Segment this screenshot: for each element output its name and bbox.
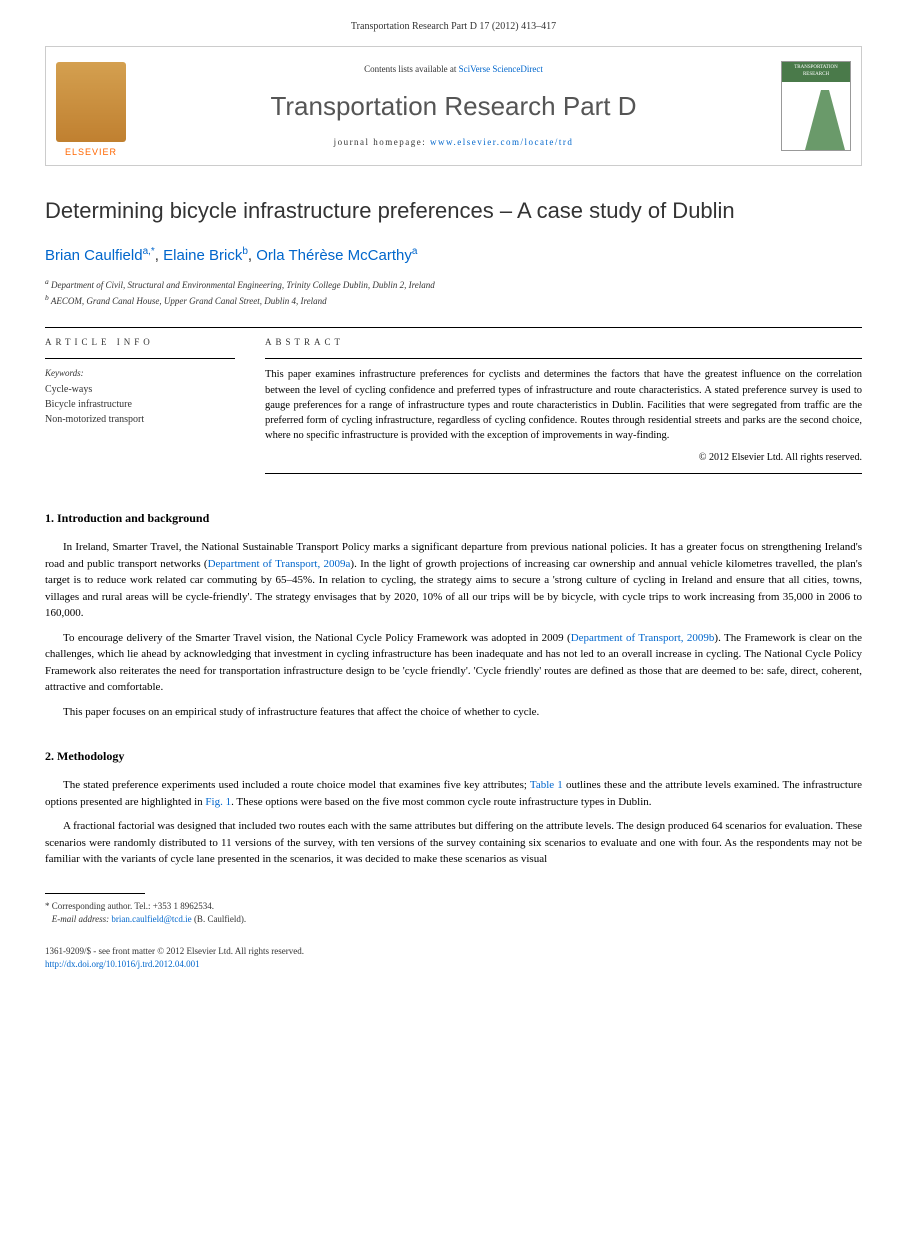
- email-link[interactable]: brian.caulfield@tcd.ie: [111, 914, 191, 924]
- citation-link[interactable]: Department of Transport, 2009a: [208, 558, 351, 570]
- cover-label: TRANSPORTATION RESEARCH: [782, 62, 850, 82]
- article-info-label: ARTICLE INFO: [45, 336, 235, 349]
- journal-title: Transportation Research Part D: [270, 88, 636, 124]
- article-info-column: ARTICLE INFO Keywords: Cycle-ways Bicycl…: [45, 336, 235, 483]
- divider: [265, 358, 862, 359]
- section-2-heading: 2. Methodology: [45, 748, 862, 765]
- s1-paragraph-3: This paper focuses on an empirical study…: [45, 704, 862, 721]
- abstract-column: ABSTRACT This paper examines infrastruct…: [265, 336, 862, 483]
- keywords-list: Cycle-ways Bicycle infrastructure Non-mo…: [45, 382, 235, 427]
- journal-banner: ELSEVIER Contents lists available at Sci…: [45, 46, 862, 166]
- divider: [45, 327, 862, 328]
- footnote-divider: [45, 893, 145, 894]
- abstract-text: This paper examines infrastructure prefe…: [265, 367, 862, 443]
- keyword: Bicycle infrastructure: [45, 397, 235, 412]
- corr-author-tel: * Corresponding author. Tel.: +353 1 896…: [45, 900, 862, 914]
- homepage-link[interactable]: www.elsevier.com/locate/trd: [430, 137, 573, 147]
- abstract-copyright: © 2012 Elsevier Ltd. All rights reserved…: [265, 451, 862, 465]
- author-marks: a: [412, 246, 418, 257]
- article-title: Determining bicycle infrastructure prefe…: [45, 196, 862, 227]
- homepage-line: journal homepage: www.elsevier.com/locat…: [334, 136, 574, 149]
- doi-link[interactable]: http://dx.doi.org/10.1016/j.trd.2012.04.…: [45, 959, 200, 969]
- bottom-info: 1361-9209/$ - see front matter © 2012 El…: [45, 945, 862, 972]
- issn-copyright-line: 1361-9209/$ - see front matter © 2012 El…: [45, 945, 862, 959]
- author-marks: b: [242, 246, 248, 257]
- affiliation-b: b AECOM, Grand Canal House, Upper Grand …: [45, 292, 862, 309]
- author-link[interactable]: Elaine Brick: [163, 247, 242, 264]
- divider: [265, 473, 862, 474]
- publisher-name: ELSEVIER: [65, 146, 117, 159]
- publisher-logo[interactable]: ELSEVIER: [46, 47, 136, 165]
- s2-paragraph-2: A fractional factorial was designed that…: [45, 818, 862, 868]
- author-marks: a,*: [143, 246, 155, 257]
- keywords-label: Keywords:: [45, 367, 235, 380]
- cover-thumbnail: TRANSPORTATION RESEARCH: [781, 61, 851, 151]
- info-abstract-row: ARTICLE INFO Keywords: Cycle-ways Bicycl…: [45, 336, 862, 483]
- abstract-label: ABSTRACT: [265, 336, 862, 349]
- authors-line: Brian Caulfielda,*, Elaine Brickb, Orla …: [45, 245, 862, 266]
- elsevier-tree-icon: [56, 62, 126, 142]
- contents-available-line: Contents lists available at SciVerse Sci…: [364, 63, 543, 76]
- keyword: Non-motorized transport: [45, 412, 235, 427]
- s1-paragraph-1: In Ireland, Smarter Travel, the National…: [45, 539, 862, 622]
- corresponding-author-note: * Corresponding author. Tel.: +353 1 896…: [45, 900, 862, 927]
- contents-prefix: Contents lists available at: [364, 64, 458, 74]
- corr-author-email-line: E-mail address: brian.caulfield@tcd.ie (…: [45, 913, 862, 927]
- homepage-prefix: journal homepage:: [334, 137, 430, 147]
- banner-center: Contents lists available at SciVerse Sci…: [136, 47, 771, 165]
- journal-cover[interactable]: TRANSPORTATION RESEARCH: [771, 47, 861, 165]
- figure-link[interactable]: Fig. 1: [205, 796, 231, 808]
- section-1-heading: 1. Introduction and background: [45, 510, 862, 527]
- s1-paragraph-2: To encourage delivery of the Smarter Tra…: [45, 630, 862, 696]
- author-link[interactable]: Orla Thérèse McCarthy: [256, 247, 412, 264]
- affiliations: a Department of Civil, Structural and En…: [45, 276, 862, 309]
- affiliation-a: a Department of Civil, Structural and En…: [45, 276, 862, 293]
- table-link[interactable]: Table 1: [530, 779, 563, 791]
- divider: [45, 358, 235, 359]
- keyword: Cycle-ways: [45, 382, 235, 397]
- cover-road-graphic: [805, 90, 845, 150]
- s2-paragraph-1: The stated preference experiments used i…: [45, 777, 862, 810]
- author-link[interactable]: Brian Caulfield: [45, 247, 143, 264]
- citation-link[interactable]: Department of Transport, 2009b: [571, 632, 715, 644]
- citation-header: Transportation Research Part D 17 (2012)…: [45, 20, 862, 34]
- sciencedirect-link[interactable]: SciVerse ScienceDirect: [459, 64, 543, 74]
